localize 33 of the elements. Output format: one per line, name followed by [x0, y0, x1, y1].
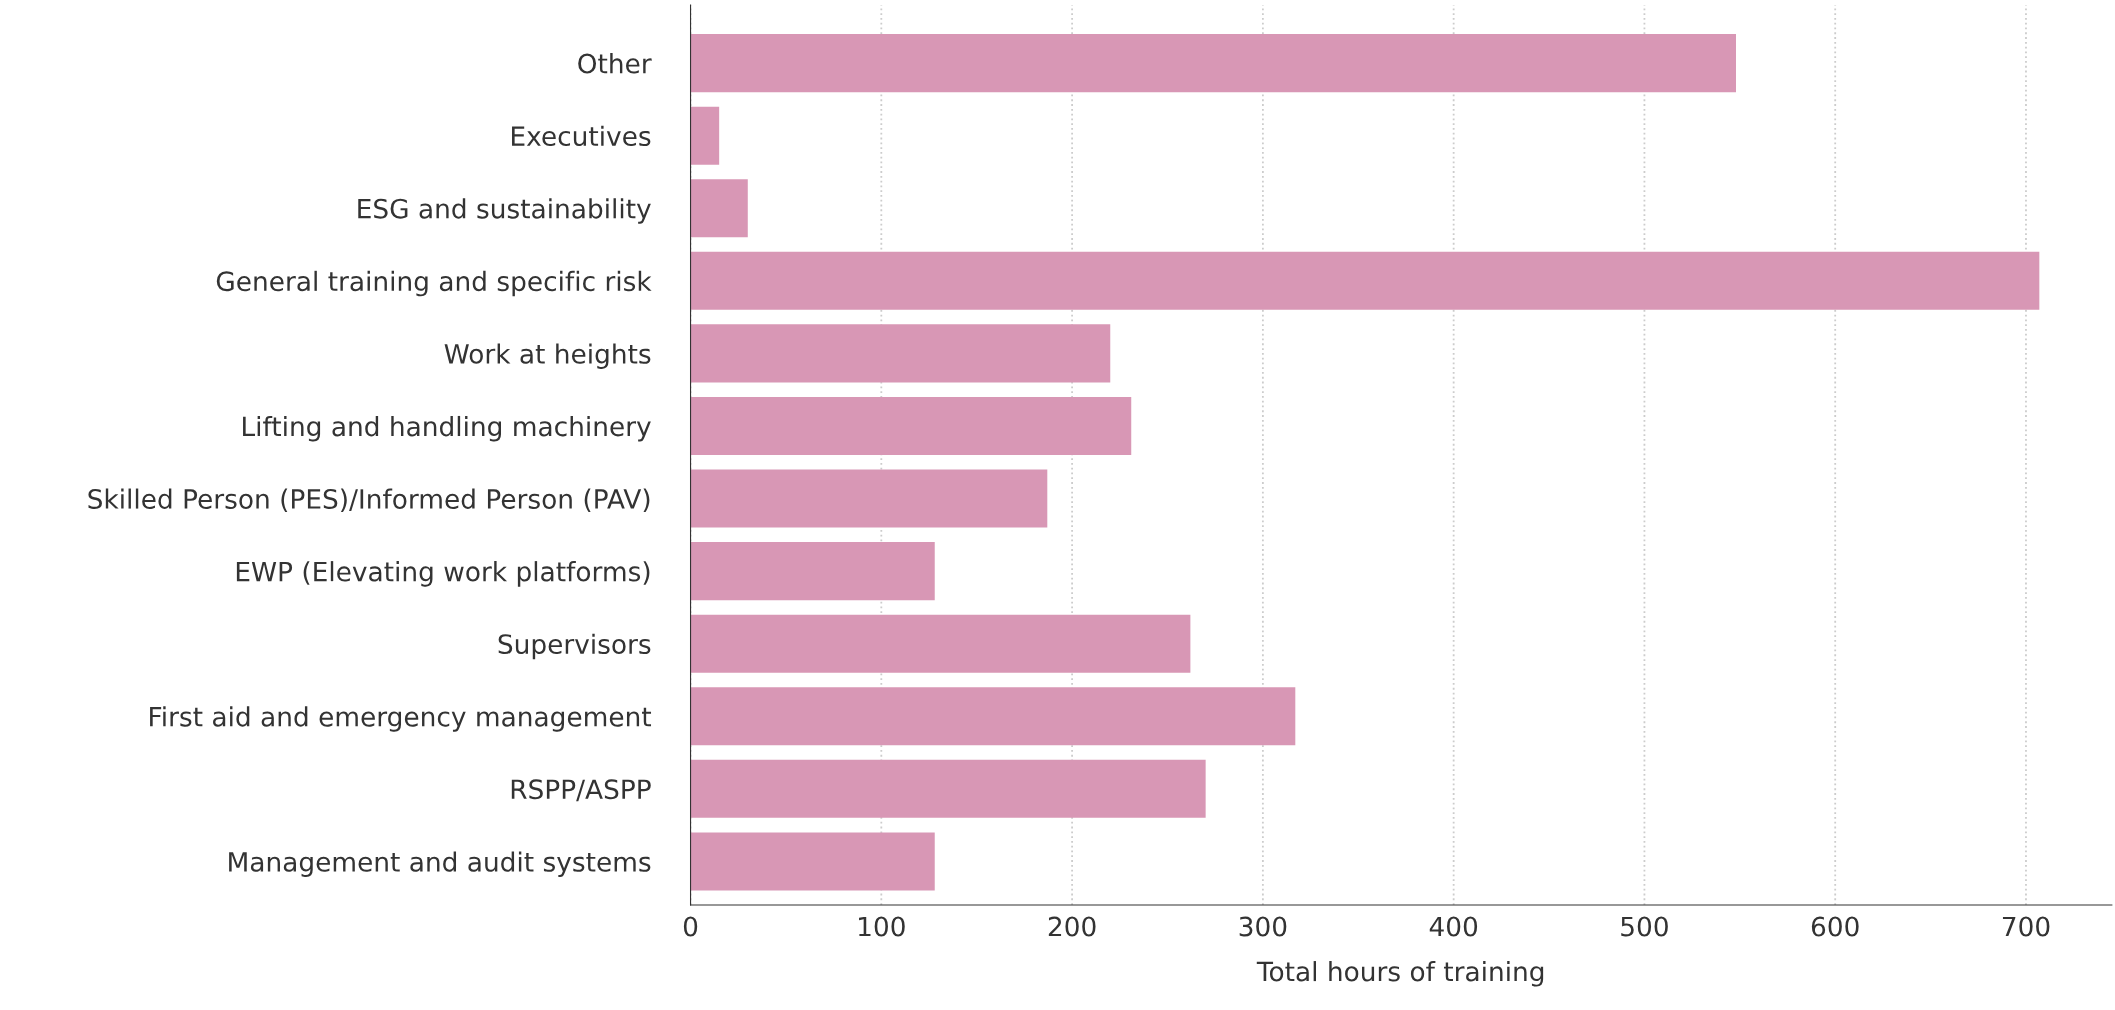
y-tick-label: General training and specific risk	[216, 270, 652, 297]
bar	[690, 34, 1736, 93]
bar	[690, 106, 720, 165]
bar	[690, 542, 935, 601]
y-tick-label: First aid and emergency management	[150, 706, 652, 732]
bar	[690, 396, 1132, 455]
x-tick-label: 700	[2002, 916, 2050, 937]
x-tick-label: 0	[683, 916, 698, 937]
y-tick-label: EWP (Elevating work platforms)	[236, 561, 650, 587]
y-tick-label: Supervisors	[498, 633, 651, 660]
bar	[690, 759, 1206, 818]
bar	[690, 687, 1296, 746]
x-tick-label: 300	[1239, 916, 1287, 937]
bar	[690, 614, 1191, 673]
y-tick-label: Skilled Person (PES)/Informed Person (PAV)	[88, 488, 650, 513]
x-tick-label: 600	[1811, 916, 1859, 937]
bar	[690, 832, 935, 891]
bar	[690, 469, 1048, 528]
bar	[690, 324, 1111, 383]
x-tick-label: 500	[1621, 916, 1668, 937]
y-tick-label: Work at heights	[444, 343, 651, 369]
bar	[690, 251, 2040, 310]
x-tick-label: 100	[859, 916, 905, 937]
x-tick-label: 200	[1048, 916, 1096, 937]
y-tick-label: RSPP/ASPP	[511, 779, 651, 802]
bar	[690, 179, 748, 238]
x-axis-title: Total hours of training	[1256, 961, 1544, 987]
y-tick-label: ESG and sustainability	[358, 198, 651, 224]
y-tick-label: Management and audit systems	[229, 851, 651, 877]
y-tick-label: Executives	[512, 125, 651, 147]
y-tick-label: Other	[578, 53, 652, 74]
y-tick-label: Lifting and handling machinery	[243, 415, 651, 442]
x-tick-label: 400	[1429, 916, 1478, 937]
